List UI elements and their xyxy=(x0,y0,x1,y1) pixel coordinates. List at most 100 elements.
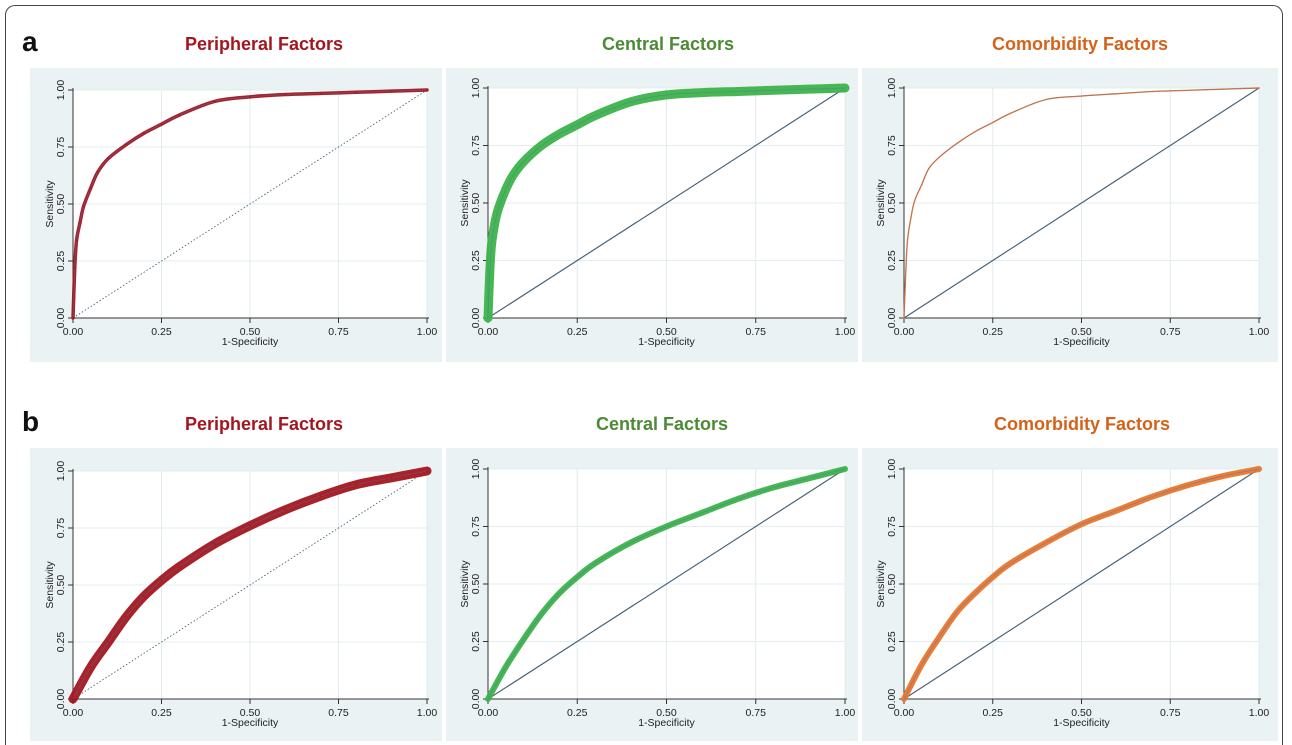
x-tick-label-b-peripheral-2: 0.50 xyxy=(240,707,261,719)
y-tick-label-b-comorbidity-0: 0.00 xyxy=(886,689,898,710)
roc-point-b-comorbidity-6 xyxy=(1009,562,1012,565)
panel-label-b: b xyxy=(22,406,40,437)
roc-point-a-comorbidity-2 xyxy=(906,239,909,241)
roc-point-b-central-3 xyxy=(540,613,543,615)
y-tick-label-b-peripheral-1: 0.25 xyxy=(55,632,67,653)
y-tick-label-a-comorbidity-2: 0.50 xyxy=(886,193,898,214)
y-tick-label-b-peripheral-4: 1.00 xyxy=(55,461,67,482)
chart-title-a-comorbidity: Comorbidity Factors xyxy=(991,34,1169,54)
roc-point-a-central-13 xyxy=(665,94,668,96)
y-tick-label-a-comorbidity-1: 0.25 xyxy=(886,250,898,271)
roc-point-a-central-10 xyxy=(576,124,579,126)
roc-point-a-peripheral-5 xyxy=(89,187,92,189)
roc-point-b-comorbidity-3 xyxy=(956,610,959,613)
roc-point-a-comorbidity-18 xyxy=(1258,87,1260,89)
chart-title-b-comorbidity: Comorbidity Factors xyxy=(993,414,1171,434)
y-tick-label-b-comorbidity-4: 1.00 xyxy=(886,459,898,480)
roc-point-a-peripheral-17 xyxy=(390,90,393,92)
x-tick-label-a-peripheral-1: 0.25 xyxy=(151,326,172,338)
roc-point-b-central-4 xyxy=(558,592,561,594)
x-axis-title-b-comorbidity: 1-Specificity xyxy=(1053,717,1110,729)
x-tick-label-b-central-3: 0.75 xyxy=(746,707,767,719)
roc-point-b-comorbidity-0 xyxy=(903,698,905,700)
roc-point-b-peripheral-13 xyxy=(426,470,428,472)
roc-point-b-central-8 xyxy=(665,525,668,528)
roc-point-b-peripheral-11 xyxy=(355,483,358,486)
y-tick-label-a-peripheral-4: 1.00 xyxy=(55,80,67,101)
roc-point-b-central-0 xyxy=(487,698,489,700)
roc-point-a-central-14 xyxy=(701,91,703,94)
y-tick-label-a-peripheral-1: 0.25 xyxy=(55,251,67,272)
x-tick-label-a-comorbidity-0: 0.00 xyxy=(894,326,915,338)
roc-point-b-central-1 xyxy=(505,666,507,668)
roc-point-b-peripheral-10 xyxy=(320,495,322,497)
roc-point-a-peripheral-2 xyxy=(75,239,78,242)
roc-point-b-peripheral-4 xyxy=(143,595,145,598)
x-tick-label-b-comorbidity-4: 1.00 xyxy=(1249,707,1270,719)
y-tick-label-b-central-3: 0.75 xyxy=(470,516,482,537)
roc-point-a-peripheral-3 xyxy=(79,221,81,224)
roc-point-b-central-13 xyxy=(844,468,846,470)
roc-point-a-peripheral-7 xyxy=(107,157,110,160)
roc-point-a-comorbidity-12 xyxy=(1045,98,1047,101)
x-tick-label-a-peripheral-2: 0.50 xyxy=(240,326,261,338)
roc-point-a-central-8 xyxy=(540,144,543,147)
roc-point-a-peripheral-13 xyxy=(249,96,251,98)
y-tick-label-b-peripheral-3: 0.75 xyxy=(55,518,67,539)
chart-title-b-central: Central Factors xyxy=(595,414,729,434)
chart-title-b-peripheral: Peripheral Factors xyxy=(184,414,344,434)
roc-point-b-comorbidity-2 xyxy=(938,636,941,638)
x-tick-label-b-central-1: 0.25 xyxy=(567,707,588,719)
roc-point-a-comorbidity-3 xyxy=(910,216,912,218)
roc-point-b-comorbidity-12 xyxy=(1222,475,1225,477)
roc-point-a-peripheral-4 xyxy=(82,205,85,208)
roc-point-b-comorbidity-8 xyxy=(1080,523,1083,525)
x-tick-label-b-peripheral-4: 1.00 xyxy=(417,707,438,719)
roc-point-a-peripheral-16 xyxy=(355,91,358,94)
roc-point-a-comorbidity-9 xyxy=(974,130,976,133)
x-tick-label-b-central-0: 0.00 xyxy=(478,707,499,719)
roc-point-a-peripheral-12 xyxy=(213,100,216,103)
roc-point-a-comorbidity-16 xyxy=(1187,89,1189,92)
roc-point-a-peripheral-11 xyxy=(178,114,180,116)
roc-point-a-comorbidity-15 xyxy=(1151,90,1154,93)
roc-curve-b-central xyxy=(487,468,846,700)
x-tick-label-a-comorbidity-3: 0.75 xyxy=(1160,326,1181,338)
roc-point-a-peripheral-9 xyxy=(143,132,145,135)
roc-point-a-central-4 xyxy=(497,206,500,209)
x-axis-title-a-central: 1-Specificity xyxy=(638,336,695,348)
roc-point-a-peripheral-8 xyxy=(125,143,127,146)
roc-point-a-peripheral-6 xyxy=(96,171,99,173)
x-axis-title-a-peripheral: 1-Specificity xyxy=(222,336,279,348)
roc-point-a-peripheral-14 xyxy=(284,93,287,96)
roc-point-b-peripheral-6 xyxy=(178,565,180,568)
roc-curve-b-comorbidity xyxy=(903,468,1260,700)
x-axis-title-a-comorbidity: 1-Specificity xyxy=(1053,336,1110,348)
roc-point-a-central-12 xyxy=(630,101,632,103)
x-tick-label-a-central-3: 0.75 xyxy=(746,326,767,338)
x-tick-label-a-central-4: 1.00 xyxy=(835,326,856,338)
roc-point-a-central-9 xyxy=(558,133,561,135)
y-tick-label-a-comorbidity-3: 0.75 xyxy=(886,135,898,156)
y-axis-title-a-central: Sensitivity xyxy=(459,179,471,227)
roc-point-a-comorbidity-8 xyxy=(956,142,959,144)
x-tick-label-b-comorbidity-3: 0.75 xyxy=(1160,707,1181,719)
roc-point-b-central-9 xyxy=(701,511,703,514)
reference-diagonal-b-peripheral xyxy=(72,470,428,700)
roc-point-b-peripheral-0 xyxy=(72,698,74,700)
y-tick-label-b-peripheral-0: 0.00 xyxy=(55,689,67,710)
chart-title-a-peripheral: Peripheral Factors xyxy=(184,34,344,54)
roc-point-a-comorbidity-7 xyxy=(938,156,941,158)
y-tick-label-a-central-0: 0.00 xyxy=(470,308,482,329)
y-axis-title-a-comorbidity: Sensitivity xyxy=(875,179,887,227)
roc-point-a-comorbidity-10 xyxy=(991,121,994,124)
roc-point-a-comorbidity-11 xyxy=(1009,112,1012,115)
roc-point-a-central-2 xyxy=(490,243,493,246)
y-tick-label-a-peripheral-0: 0.00 xyxy=(55,308,67,329)
panel-label-a: a xyxy=(22,26,38,57)
roc-point-a-comorbidity-5 xyxy=(920,183,923,186)
x-tick-label-b-peripheral-1: 0.25 xyxy=(151,707,172,719)
y-tick-label-b-comorbidity-3: 0.75 xyxy=(886,516,898,537)
y-tick-label-a-central-1: 0.25 xyxy=(470,250,482,271)
